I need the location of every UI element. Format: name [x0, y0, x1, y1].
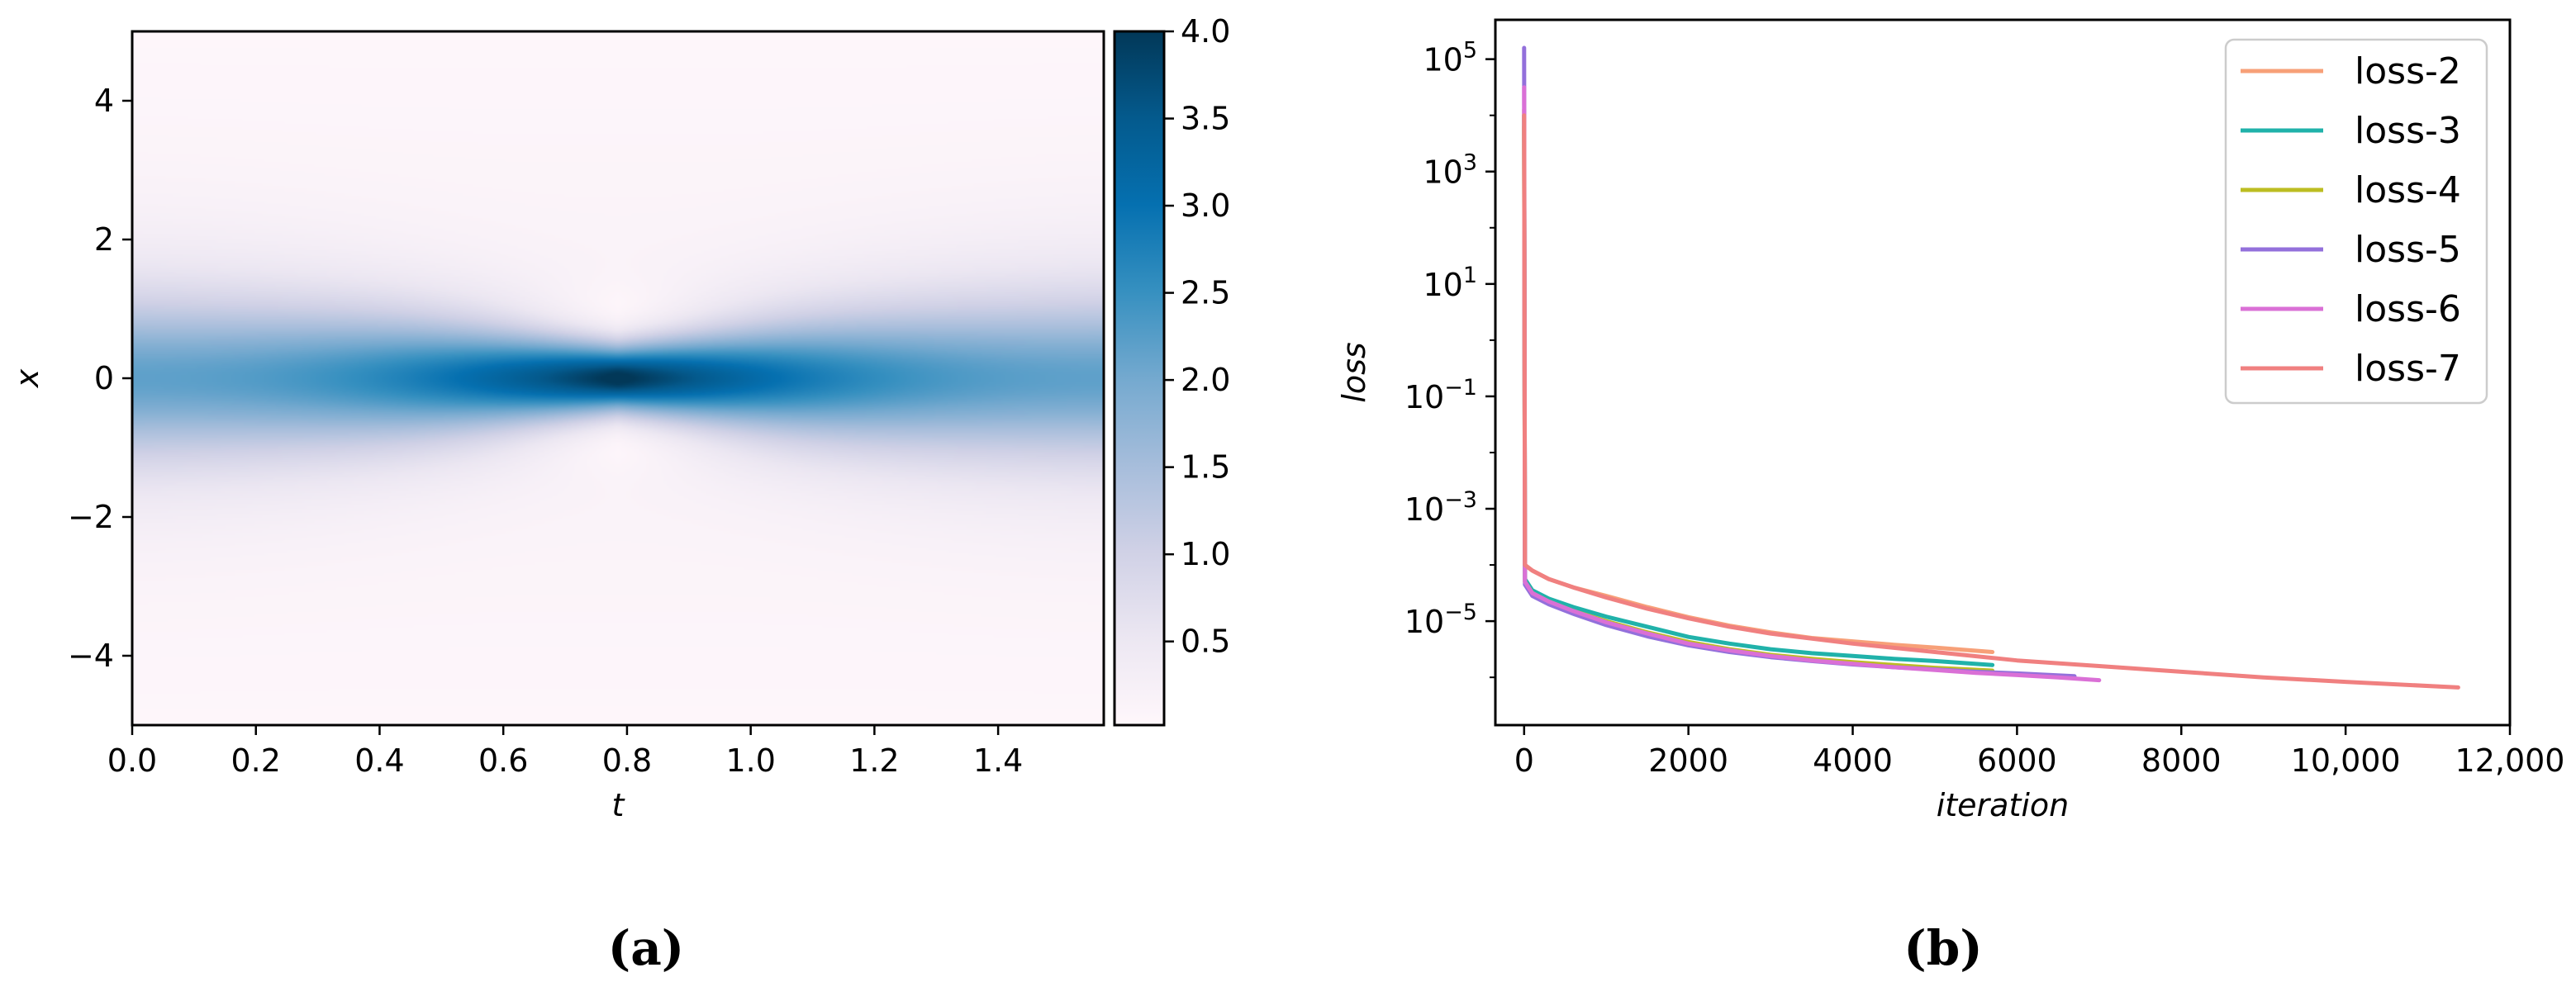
- loss-series-line: [1522, 107, 1995, 654]
- loss-x-tick-label: 10,000: [2291, 742, 2401, 779]
- loss-x-tick-label: 12,000: [2455, 742, 2565, 779]
- panel-b-label: (b): [1903, 920, 1982, 976]
- legend-label: loss-5: [2355, 229, 2461, 271]
- panel-a-label: (a): [608, 920, 684, 976]
- loss-x-tick-label: 6000: [1977, 742, 2057, 779]
- loss-x-axis-label: iteration: [1937, 787, 2070, 823]
- loss-plot-frame: [1494, 18, 2512, 727]
- loss-legend: loss-2 loss-3 loss-4 loss-5 loss-6 loss-7: [2224, 38, 2488, 405]
- loss-y-axis-label: loss: [1336, 342, 1372, 402]
- loss-x-tick-label: 2000: [1648, 742, 1728, 779]
- heatmap-y-axis-label: x: [9, 368, 45, 388]
- heatmap-x-tick-label: 0.8: [602, 742, 652, 779]
- colorbar-tick-label: 0.5: [1181, 624, 1230, 660]
- loss-y-tick-label: 10−5: [1404, 600, 1477, 640]
- loss-y-tick-label: 103: [1423, 150, 1477, 191]
- panel-a-heatmap: 0.0 0.2 0.4 0.6 0.8 1.0 1.2 1.4 4 2 0 −2 −4 t x 4.0…: [9, 13, 1230, 976]
- colorbar-tick-label: 1.5: [1181, 449, 1230, 486]
- colorbar: [1115, 31, 1164, 725]
- legend-label: loss-3: [2355, 110, 2461, 152]
- legend-label: loss-2: [2355, 50, 2461, 92]
- loss-y-tick-label: 105: [1423, 38, 1477, 78]
- loss-y-ticks: 105 103 101 10−1 10−3 10−5: [1404, 38, 1495, 679]
- heatmap-x-tick-label: 0.4: [354, 742, 404, 779]
- heatmap-y-tick-label: −4: [68, 638, 114, 674]
- panel-b-loss-plot: 0 2000 4000 6000 8000 10,000 12,000 1051031011…: [1336, 18, 2565, 976]
- heatmap-x-ticks: 0.0 0.2 0.4 0.6 0.8 1.0 1.2 1.4: [107, 725, 1023, 779]
- colorbar-tick-label: 2.0: [1181, 362, 1230, 398]
- heatmap-x-tick-label: 1.4: [973, 742, 1023, 779]
- heatmap-x-tick-label: 0.2: [231, 742, 281, 779]
- heatmap-x-tick-label: 0.6: [478, 742, 528, 779]
- colorbar-tick-label: 2.5: [1181, 275, 1230, 311]
- colorbar-tick-label: 1.0: [1181, 536, 1230, 572]
- heatmap-y-tick-label: 4: [94, 83, 114, 119]
- heatmap-y-ticks: 4 2 0 −2 −4: [68, 83, 132, 674]
- loss-series-line: [1522, 85, 2102, 683]
- loss-series-line: [1522, 45, 2077, 679]
- loss-y-tick-label: 10−3: [1404, 487, 1477, 528]
- heatmap-x-axis-label: t: [612, 787, 626, 823]
- loss-y-tick-label: 101: [1423, 263, 1477, 303]
- loss-x-tick-label: 0: [1514, 742, 1534, 779]
- heatmap-y-tick-label: −2: [68, 499, 114, 535]
- loss-x-tick-label: 8000: [2141, 742, 2222, 779]
- loss-lines: [1522, 45, 2460, 690]
- legend-label: loss-7: [2355, 348, 2461, 390]
- heatmap-x-tick-label: 0.0: [107, 742, 157, 779]
- legend-label: loss-4: [2355, 169, 2461, 211]
- heatmap-x-tick-label: 1.0: [725, 742, 775, 779]
- colorbar-tick-label: 3.5: [1181, 101, 1230, 137]
- heatmap-field: [132, 31, 1104, 725]
- colorbar-frame: [1113, 30, 1166, 727]
- heatmap-y-tick-label: 2: [94, 221, 114, 258]
- loss-x-tick-label: 4000: [1813, 742, 1893, 779]
- loss-y-tick-label: 10−1: [1404, 375, 1477, 415]
- heatmap-x-tick-label: 1.2: [849, 742, 899, 779]
- colorbar-ticks: 4.0 3.5 3.0 2.5 2.0 1.5 1.0 0.5: [1164, 13, 1230, 660]
- loss-series-line: [1522, 113, 2460, 690]
- colorbar-tick-label: 3.0: [1181, 187, 1230, 224]
- loss-x-ticks: 0 2000 4000 6000 8000 10,000 12,000: [1514, 725, 2565, 779]
- loss-series-line: [1522, 124, 1995, 673]
- loss-series-line: [1522, 113, 1995, 667]
- heatmap-y-tick-label: 0: [94, 360, 114, 396]
- legend-label: loss-6: [2355, 288, 2461, 330]
- colorbar-tick-label: 4.0: [1181, 13, 1230, 50]
